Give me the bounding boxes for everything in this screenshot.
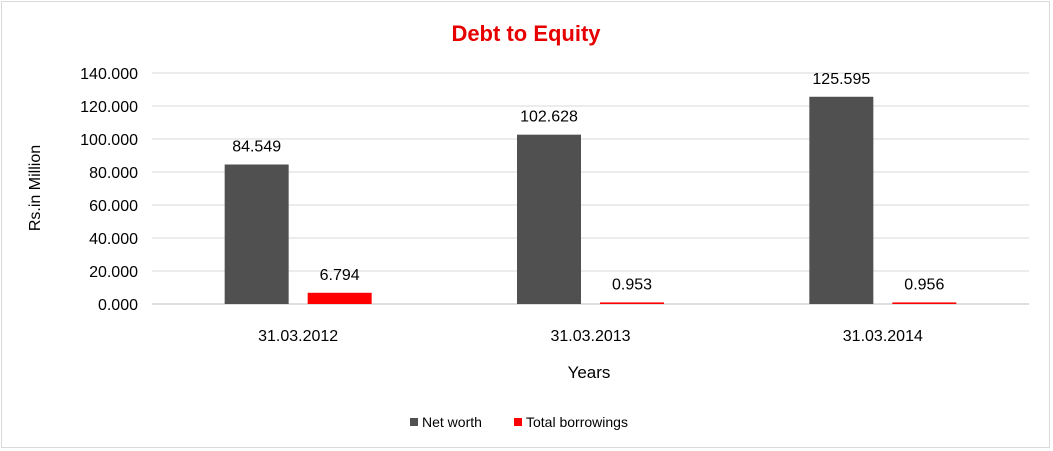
x-tick-label: 31.03.2014 xyxy=(843,328,923,345)
y-tick-label: 140.000 xyxy=(80,66,138,83)
data-label: 125.595 xyxy=(812,71,870,88)
y-tick-label: 80.000 xyxy=(89,165,138,182)
legend-swatch xyxy=(514,418,522,426)
x-axis-label: Years xyxy=(568,363,611,382)
x-tick-label: 31.03.2013 xyxy=(550,328,630,345)
y-tick-label: 20.000 xyxy=(89,264,138,281)
data-label: 0.953 xyxy=(612,276,652,293)
data-label: 84.549 xyxy=(232,138,281,155)
bar-net-worth xyxy=(224,164,289,304)
legend: Net worth Total borrowings xyxy=(410,414,628,430)
bar-total-borrowings xyxy=(892,302,957,304)
y-tick-label: 0.000 xyxy=(98,297,138,314)
x-tick-label: 31.03.2012 xyxy=(258,328,338,345)
y-axis-label: Rs.in Million xyxy=(27,145,44,231)
y-tick-label: 60.000 xyxy=(89,198,138,215)
gridlines xyxy=(152,72,1029,305)
bar-net-worth xyxy=(809,96,874,304)
legend-swatch xyxy=(410,418,418,426)
x-tick-labels: 31.03.2012 31.03.2013 31.03.2014 xyxy=(258,328,923,345)
chart-title: Debt to Equity xyxy=(451,21,601,46)
bar-net-worth xyxy=(517,134,581,304)
y-tick-label: 120.000 xyxy=(80,99,138,116)
legend-label: Total borrowings xyxy=(526,414,628,430)
data-label: 0.956 xyxy=(904,276,944,293)
bars xyxy=(224,96,957,304)
y-tick-labels: 0.000 20.000 40.000 60.000 80.000 100.000 120.… xyxy=(80,66,138,314)
y-tick-label: 100.000 xyxy=(80,132,138,149)
legend-label: Net worth xyxy=(422,414,482,430)
data-label: 102.628 xyxy=(520,109,578,126)
y-tick-label: 40.000 xyxy=(89,231,138,248)
data-labels: 84.549 6.794 102.628 0.953 125.595 0.956 xyxy=(232,71,944,294)
bar-total-borrowings xyxy=(307,292,372,304)
bar-total-borrowings xyxy=(600,302,664,304)
data-label: 6.794 xyxy=(320,267,360,284)
